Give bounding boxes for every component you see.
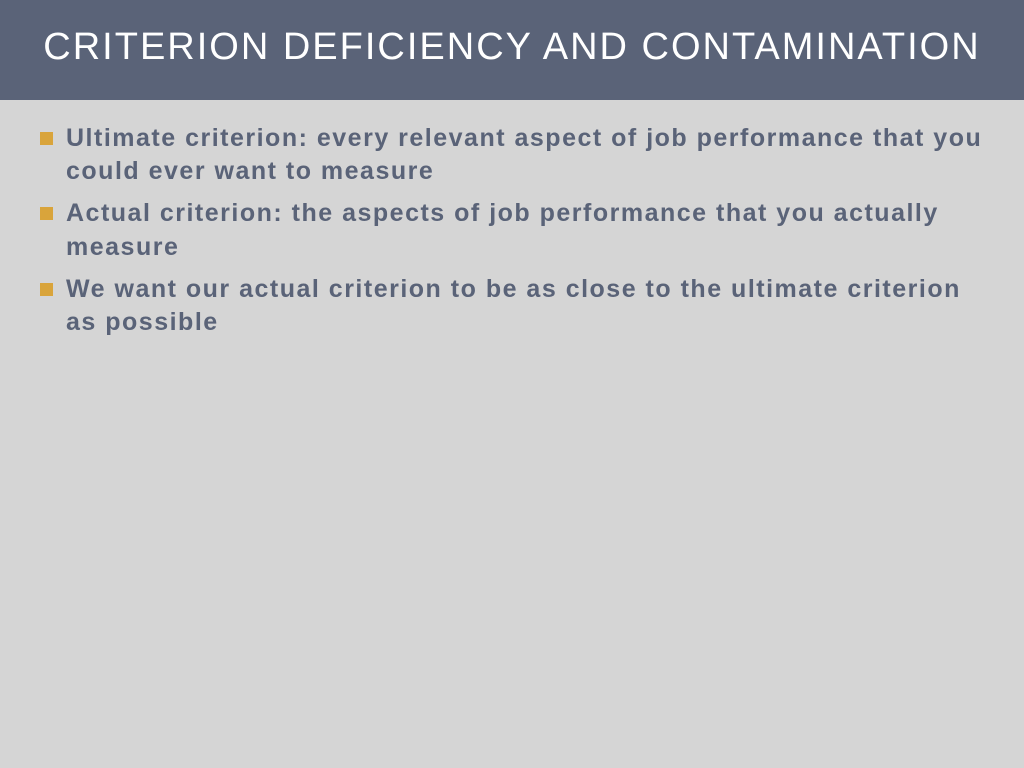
bullet-item: Actual criterion: the aspects of job per… bbox=[36, 197, 988, 265]
title-bar: CRITERION DEFICIENCY AND CONTAMINATION bbox=[0, 0, 1024, 100]
slide-content: Ultimate criterion: every relevant aspec… bbox=[0, 100, 1024, 341]
slide: CRITERION DEFICIENCY AND CONTAMINATION U… bbox=[0, 0, 1024, 768]
bullet-list: Ultimate criterion: every relevant aspec… bbox=[36, 122, 988, 341]
slide-title: CRITERION DEFICIENCY AND CONTAMINATION bbox=[20, 24, 1004, 72]
bullet-item: We want our actual criterion to be as cl… bbox=[36, 273, 988, 341]
bullet-item: Ultimate criterion: every relevant aspec… bbox=[36, 122, 988, 190]
